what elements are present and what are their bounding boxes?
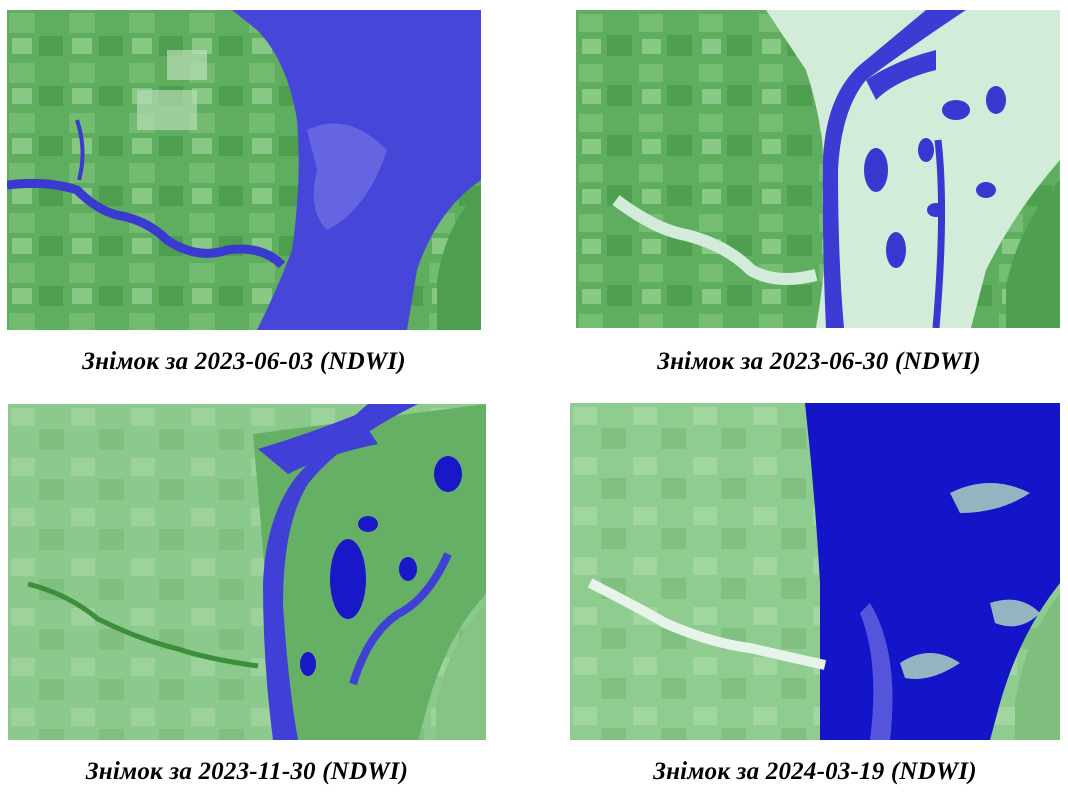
caption-panel-4: Знімок за 2024-03-19 (NDWI) [653, 758, 977, 785]
ndwi-image-2023-06-03 [7, 10, 481, 330]
caption-panel-1: Знімок за 2023-06-03 (NDWI) [82, 348, 406, 375]
caption-panel-2: Знімок за 2023-06-30 (NDWI) [657, 348, 981, 375]
ndwi-image-2023-11-30 [8, 404, 486, 740]
ndwi-image-2023-06-30 [576, 10, 1060, 328]
caption-panel-3: Знімок за 2023-11-30 (NDWI) [85, 758, 409, 785]
ndwi-image-2024-03-19 [570, 403, 1060, 740]
